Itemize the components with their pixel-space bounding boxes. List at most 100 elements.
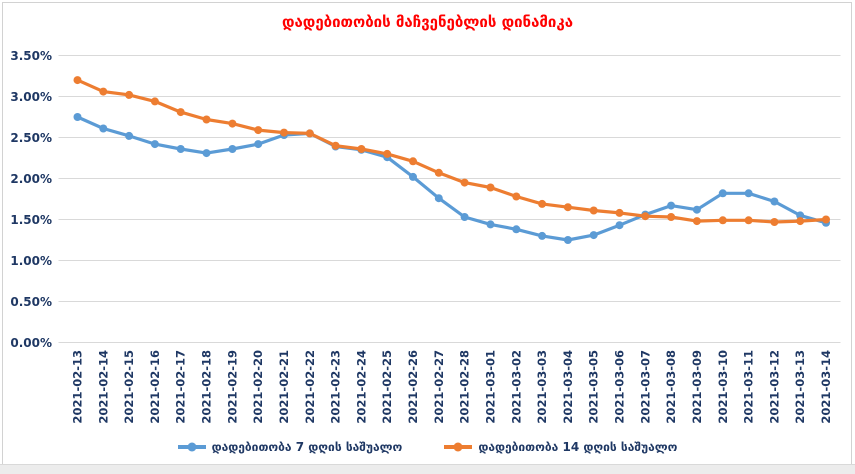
x-axis-tick-label: 2021-02-28 xyxy=(458,350,472,424)
data-point-14day xyxy=(770,218,779,226)
y-axis-tick-label: 3.00% xyxy=(10,90,52,104)
data-point-14day xyxy=(434,168,443,177)
data-point-14day xyxy=(331,141,340,150)
x-axis-tick-label: 2021-02-16 xyxy=(148,350,162,424)
data-point-7day xyxy=(125,131,134,140)
x-axis-tick-label: 2021-03-09 xyxy=(690,350,704,424)
data-point-7day xyxy=(150,140,159,149)
x-axis-tick-label: 2021-02-24 xyxy=(354,350,368,424)
data-point-7day xyxy=(460,213,469,221)
data-point-7day xyxy=(718,189,727,198)
data-point-7day xyxy=(667,201,676,210)
x-axis-tick-label: 2021-02-19 xyxy=(225,350,239,424)
x-axis-tick-label: 2021-03-04 xyxy=(561,350,575,424)
x-axis-tick-label: 2021-03-03 xyxy=(535,350,549,424)
data-point-14day xyxy=(150,97,159,106)
data-point-14day xyxy=(409,157,417,166)
x-axis-tick-label: 2021-03-13 xyxy=(793,350,807,424)
data-point-14day xyxy=(125,90,134,99)
x-axis-tick-label: 2021-03-10 xyxy=(716,350,730,424)
data-point-14day xyxy=(615,208,624,217)
data-point-7day xyxy=(176,145,185,153)
data-point-7day xyxy=(796,211,805,220)
data-point-7day xyxy=(692,205,701,214)
data-point-7day xyxy=(434,194,443,203)
data-point-14day xyxy=(280,128,288,137)
series-line-14day xyxy=(75,78,828,224)
legend-label-14day: დადებითობა 14 დღის საშუალო xyxy=(478,440,678,454)
data-point-14day xyxy=(718,216,727,225)
y-axis-tick-label: 2.00% xyxy=(10,172,52,186)
data-point-7day xyxy=(73,113,82,121)
legend-marker-dot-14day xyxy=(453,442,463,452)
data-point-7day xyxy=(99,124,108,133)
legend-line-swatch-14day xyxy=(444,442,473,452)
x-axis-tick-label: 2021-03-11 xyxy=(742,350,756,424)
data-point-7day xyxy=(512,225,521,234)
y-axis-tick-label: 1.50% xyxy=(10,213,52,227)
data-point-14day xyxy=(73,76,82,85)
data-point-7day xyxy=(538,231,547,240)
x-axis-tick-label: 2021-03-12 xyxy=(767,350,781,424)
data-point-14day xyxy=(486,183,495,192)
legend-label-7day: დადებითობა 7 დღის საშუალო xyxy=(211,440,403,454)
chart-canvas: 3.50% 3.00% 2.50% 2.00% 1.50% 1.00% 0.50% 0.00%… xyxy=(10,49,841,424)
x-axis-tick-label: 2021-03-06 xyxy=(613,350,627,424)
x-axis-tick-label: 2021-02-13 xyxy=(71,350,85,424)
x-axis-tick-label: 2021-02-21 xyxy=(277,350,291,424)
data-point-7day xyxy=(254,140,263,149)
x-axis-tick-label: 2021-02-17 xyxy=(174,350,188,424)
x-axis-tick-label: 2021-02-26 xyxy=(406,350,420,424)
data-point-14day xyxy=(99,87,108,96)
data-point-14day xyxy=(538,199,547,208)
y-axis-tick-label: 1.00% xyxy=(10,254,52,268)
data-point-14day xyxy=(589,206,598,215)
data-point-14day xyxy=(512,192,521,201)
x-axis-tick-label: 2021-03-08 xyxy=(664,350,678,424)
y-axis-tick-label: 0.50% xyxy=(10,295,52,309)
y-axis-tick-label: 0.00% xyxy=(10,336,52,350)
data-point-14day xyxy=(228,119,237,128)
data-point-14day xyxy=(796,217,805,226)
data-point-14day xyxy=(305,129,314,138)
x-axis-tick-label: 2021-03-05 xyxy=(587,350,601,424)
x-axis-tick-label: 2021-03-07 xyxy=(638,350,652,424)
data-point-14day xyxy=(744,216,753,225)
data-point-14day xyxy=(176,108,185,117)
data-point-14day xyxy=(641,212,650,221)
data-point-14day xyxy=(667,213,676,221)
data-point-7day xyxy=(770,197,779,206)
x-axis-tick-label: 2021-03-02 xyxy=(509,350,523,424)
legend-item-14day: დადებითობა 14 დღის საშუალო xyxy=(444,440,677,454)
data-point-7day xyxy=(744,189,753,198)
legend-line-swatch-7day xyxy=(177,442,206,452)
x-axis-tick-label: 2021-02-23 xyxy=(329,350,343,424)
data-point-7day xyxy=(409,172,417,181)
x-axis-tick-label: 2021-02-20 xyxy=(251,350,265,424)
data-point-14day xyxy=(202,115,211,124)
chart-legend: დადებითობა 7 დღის საშუალო დადებითობა 14 … xyxy=(0,440,855,454)
x-axis-tick-label: 2021-02-18 xyxy=(200,350,214,424)
series-line-7day xyxy=(75,115,828,242)
x-axis-tick-label: 2021-02-27 xyxy=(432,350,446,424)
data-point-7day xyxy=(615,221,624,230)
data-point-14day xyxy=(383,149,392,158)
worksheet-edge-strip xyxy=(0,464,855,474)
data-point-7day xyxy=(563,236,572,244)
x-axis-tick-label: 2021-03-01 xyxy=(483,350,497,424)
data-point-7day xyxy=(486,220,495,229)
data-point-7day xyxy=(589,231,598,240)
y-axis-tick-label: 2.50% xyxy=(10,131,52,145)
data-point-14day xyxy=(357,145,366,153)
data-point-14day xyxy=(692,217,701,226)
data-point-7day xyxy=(202,149,211,158)
data-point-7day xyxy=(228,145,237,153)
chart-title: დადებითობის მაჩვენებლის დინამიკა xyxy=(281,13,574,31)
x-axis-tick-label: 2021-02-25 xyxy=(380,350,394,424)
y-axis-tick-label: 3.50% xyxy=(10,49,52,63)
x-axis-tick-label: 2021-02-15 xyxy=(122,350,136,424)
x-axis-tick-label: 2021-02-14 xyxy=(96,350,110,424)
legend-item-7day: დადებითობა 7 დღის საშუალო xyxy=(177,440,403,454)
data-point-14day xyxy=(822,215,830,224)
